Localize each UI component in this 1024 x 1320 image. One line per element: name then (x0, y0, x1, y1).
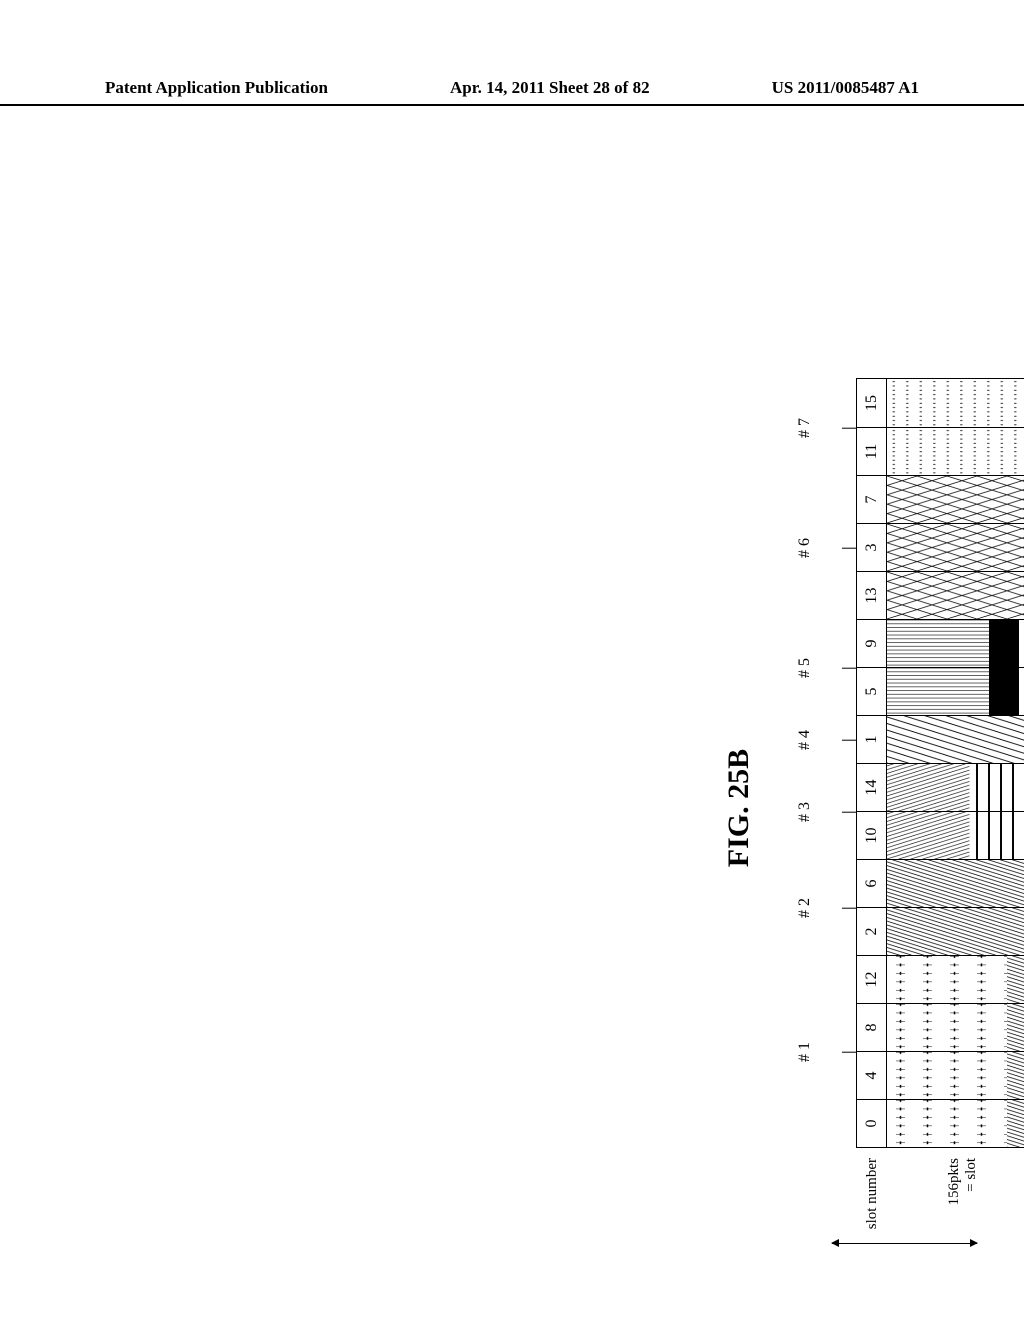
grid-column: 1 (857, 715, 1024, 763)
grid-column: 15 (857, 379, 1024, 427)
pattern-cell (887, 1004, 1024, 1051)
leader-line-icon (842, 811, 856, 812)
pkts-label-1: 156pkts (946, 1158, 963, 1238)
slot-number-cell: 9 (857, 620, 887, 667)
pattern-cell (887, 428, 1024, 475)
grid-column: 6 (857, 859, 1024, 907)
left-axis-labels: slot number 156pkts = slot (856, 1148, 1024, 1238)
leader-line-icon (842, 907, 856, 908)
pattern-cell (887, 668, 1024, 715)
top-group-label: # 6 (796, 538, 813, 558)
slot-number-cell: 2 (857, 908, 887, 955)
slot-number-label: slot number (856, 1158, 888, 1238)
pattern-cell (887, 956, 1024, 1003)
top-group-label: # 2 (796, 898, 813, 918)
pattern-cell (887, 1100, 1024, 1147)
pattern-cell (887, 379, 1024, 427)
grid-column: 2 (857, 907, 1024, 955)
figure-title: FIG. 25B (722, 378, 756, 1238)
slot-number-cell: 8 (857, 1004, 887, 1051)
grid-column: 12 (857, 955, 1024, 1003)
grid-column: 5 (857, 667, 1024, 715)
leader-line-icon (842, 739, 856, 740)
grid-column: 8 (857, 1003, 1024, 1051)
grid-column: 3 (857, 523, 1024, 571)
slot-number-cell: 11 (857, 428, 887, 475)
pattern-cell (887, 1052, 1024, 1099)
solid-black-region (989, 668, 1019, 715)
header-left: Patent Application Publication (105, 78, 328, 98)
top-group-labels: # 1 # 2 # 3 # 4 # 5 # 6 # 7 (796, 378, 856, 1148)
leader-line-icon (842, 427, 856, 428)
top-group-label: # 3 (796, 802, 813, 822)
header-right: US 2011/0085487 A1 (772, 78, 919, 98)
slot-number-cell: 15 (857, 379, 887, 427)
header-center: Apr. 14, 2011 Sheet 28 of 82 (450, 78, 650, 98)
grid-column: 11 (857, 427, 1024, 475)
leader-line-icon (842, 1051, 856, 1052)
slot-number-cell: 5 (857, 668, 887, 715)
slot-number-cell: 6 (857, 860, 887, 907)
pattern-cell (887, 908, 1024, 955)
pattern-cell (887, 812, 1024, 859)
top-group: # 2 (796, 860, 856, 956)
grid-column: 10 (857, 811, 1024, 859)
top-group: # 7 (796, 380, 856, 476)
slot-number-cell: 13 (857, 572, 887, 619)
pattern-cell (887, 572, 1024, 619)
pattern-cell (887, 764, 1024, 811)
top-group: # 6 (796, 476, 856, 620)
grid-column: 4 (857, 1051, 1024, 1099)
slot-grid: 0481226101415913371115 (856, 378, 1024, 1148)
leader-line-icon (842, 547, 856, 548)
top-group: # 4 (796, 716, 856, 764)
slot-number-cell: 7 (857, 476, 887, 523)
pattern-cell (887, 476, 1024, 523)
slot-number-cell: 1 (857, 716, 887, 763)
pkts-label-2: = slot (963, 1158, 980, 1238)
top-group-label: # 5 (796, 658, 813, 678)
grid-column: 9 (857, 619, 1024, 667)
top-group: # 3 (796, 764, 856, 860)
slot-number-cell: 3 (857, 524, 887, 571)
pattern-cell (887, 860, 1024, 907)
page-header: Patent Application Publication Apr. 14, … (0, 78, 1024, 106)
top-group-label: # 7 (796, 418, 813, 438)
pattern-cell (887, 620, 1024, 667)
slot-number-cell: 4 (857, 1052, 887, 1099)
figure-container: FIG. 25B # 1 # 2 # 3 # 4 # 5 # 6 # 7 slot numb… (722, 378, 1024, 1238)
pattern-cell (887, 524, 1024, 571)
grid-column: 13 (857, 571, 1024, 619)
top-group: # 5 (796, 620, 856, 716)
slot-number-cell: 12 (857, 956, 887, 1003)
pattern-cell (887, 716, 1024, 763)
grid-column: 0 (857, 1099, 1024, 1147)
top-group-label: # 1 (796, 1042, 813, 1062)
slot-number-cell: 14 (857, 764, 887, 811)
slot-height-arrow-icon (832, 1243, 977, 1244)
grid-column: 14 (857, 763, 1024, 811)
diagram: # 1 # 2 # 3 # 4 # 5 # 6 # 7 slot number 156pkt… (796, 378, 1024, 1238)
slot-number-cell: 0 (857, 1100, 887, 1147)
leader-line-icon (842, 667, 856, 668)
grid-column: 7 (857, 475, 1024, 523)
top-group: # 1 (796, 956, 856, 1148)
slot-number-cell: 10 (857, 812, 887, 859)
solid-black-region (989, 620, 1019, 667)
top-group-label: # 4 (796, 730, 813, 750)
